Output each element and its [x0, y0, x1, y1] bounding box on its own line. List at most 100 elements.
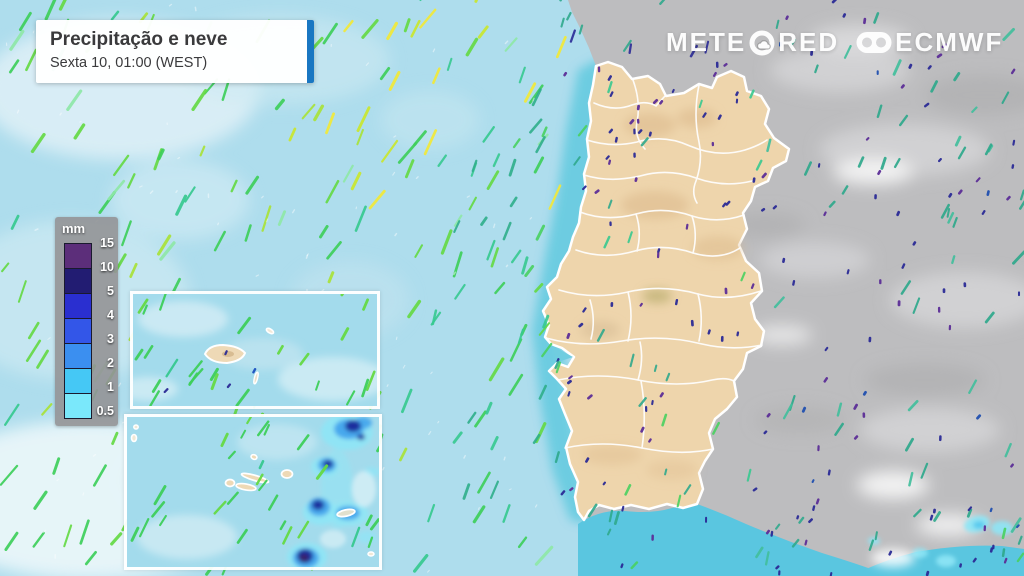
wind-streak	[468, 196, 477, 211]
wind-streak	[913, 508, 922, 518]
wind-dot	[846, 269, 850, 275]
wind-dot	[901, 263, 906, 269]
wind-streak	[149, 190, 154, 194]
wind-dot	[923, 102, 930, 108]
wind-dot	[896, 210, 901, 217]
wind-streak	[397, 142, 418, 164]
forecast-title-card: Precipitação e neve Sexta 10, 01:00 (WES…	[36, 20, 314, 83]
wind-streak	[1017, 535, 1023, 545]
wind-dot	[712, 71, 717, 77]
wind-streak	[508, 373, 524, 396]
wind-streak	[542, 314, 550, 329]
wind-dot	[560, 490, 566, 496]
wind-streak	[538, 322, 551, 336]
wind-dot	[639, 302, 643, 307]
wind-dot	[967, 506, 973, 512]
wind-streak	[508, 158, 517, 177]
desertas-islands	[253, 371, 259, 385]
wind-dot	[948, 192, 953, 198]
wind-streak	[25, 339, 42, 362]
wind-streak	[392, 171, 396, 176]
wind-streak	[892, 59, 902, 76]
wind-streak	[535, 136, 546, 154]
wind-streak	[301, 103, 316, 120]
wind-streak	[661, 413, 668, 427]
wind-streak	[121, 220, 132, 247]
wind-streak	[624, 484, 632, 496]
wind-streak	[245, 175, 260, 195]
wind-streak	[629, 353, 635, 368]
wind-streak	[342, 164, 354, 183]
wind-dot	[608, 159, 612, 165]
wind-dot	[224, 350, 228, 356]
wind-streak	[362, 298, 370, 311]
wind-dot	[761, 172, 767, 179]
wind-streak	[151, 501, 166, 518]
meteored-logo-text-right: RED	[778, 27, 840, 57]
wind-streak	[365, 62, 370, 66]
wind-dot	[829, 572, 833, 576]
meteored-logo-text-left: METE	[666, 27, 747, 57]
wind-streak	[607, 81, 613, 94]
wind-streak	[984, 143, 993, 156]
wind-streak	[255, 274, 260, 277]
wind-streak	[798, 516, 805, 524]
wind-dot	[602, 481, 606, 486]
wind-streak	[504, 37, 518, 52]
wind-streak	[52, 457, 61, 475]
wind-streak	[437, 154, 447, 167]
wind-streak	[277, 344, 284, 355]
wind-streak	[258, 479, 268, 492]
wind-dot	[989, 507, 993, 513]
wind-dot	[1010, 68, 1016, 75]
wind-dot	[578, 322, 584, 328]
wind-streak	[548, 184, 562, 210]
wind-dot	[566, 332, 571, 339]
wind-streak	[467, 411, 477, 424]
wind-dot	[1010, 463, 1014, 468]
wind-dot	[614, 136, 618, 143]
wind-streak	[766, 138, 772, 153]
santa-maria-island	[367, 551, 375, 557]
wind-streak	[10, 214, 20, 230]
wind-dot	[823, 211, 827, 217]
wind-streak	[814, 64, 819, 74]
wind-streak	[404, 159, 415, 179]
wind-streak	[529, 217, 533, 220]
wind-dot	[908, 63, 913, 69]
wind-streak	[297, 520, 310, 539]
wind-streak	[899, 114, 909, 127]
wind-streak	[393, 135, 397, 138]
wind-streak	[134, 348, 144, 361]
wind-streak	[689, 44, 698, 58]
wind-streak	[1001, 548, 1006, 558]
wind-streak	[56, 478, 60, 482]
wind-streak	[502, 221, 512, 241]
wind-streak	[319, 225, 329, 239]
wind-streak	[291, 209, 296, 214]
wind-streak	[971, 106, 978, 114]
wind-streak	[325, 179, 340, 204]
wind-streak	[534, 282, 544, 293]
wind-streak	[951, 255, 956, 265]
corvo-island	[133, 424, 139, 430]
wind-streak	[490, 436, 499, 451]
wind-streak	[4, 403, 20, 426]
wind-streak	[782, 403, 793, 420]
wind-streak	[394, 232, 398, 237]
wind-streak	[803, 161, 813, 176]
wind-dot	[763, 430, 768, 435]
wind-streak	[984, 311, 995, 324]
wind-streak	[325, 112, 335, 135]
wind-streak	[92, 453, 97, 457]
wind-streak	[220, 432, 229, 448]
wind-dot	[659, 392, 664, 398]
wind-streak	[246, 417, 253, 425]
wind-streak	[573, 156, 581, 166]
wind-streak	[25, 48, 38, 72]
wind-streak	[255, 473, 264, 486]
wind-streak	[305, 254, 309, 259]
pico-island	[235, 482, 257, 492]
flores-island	[130, 433, 138, 443]
